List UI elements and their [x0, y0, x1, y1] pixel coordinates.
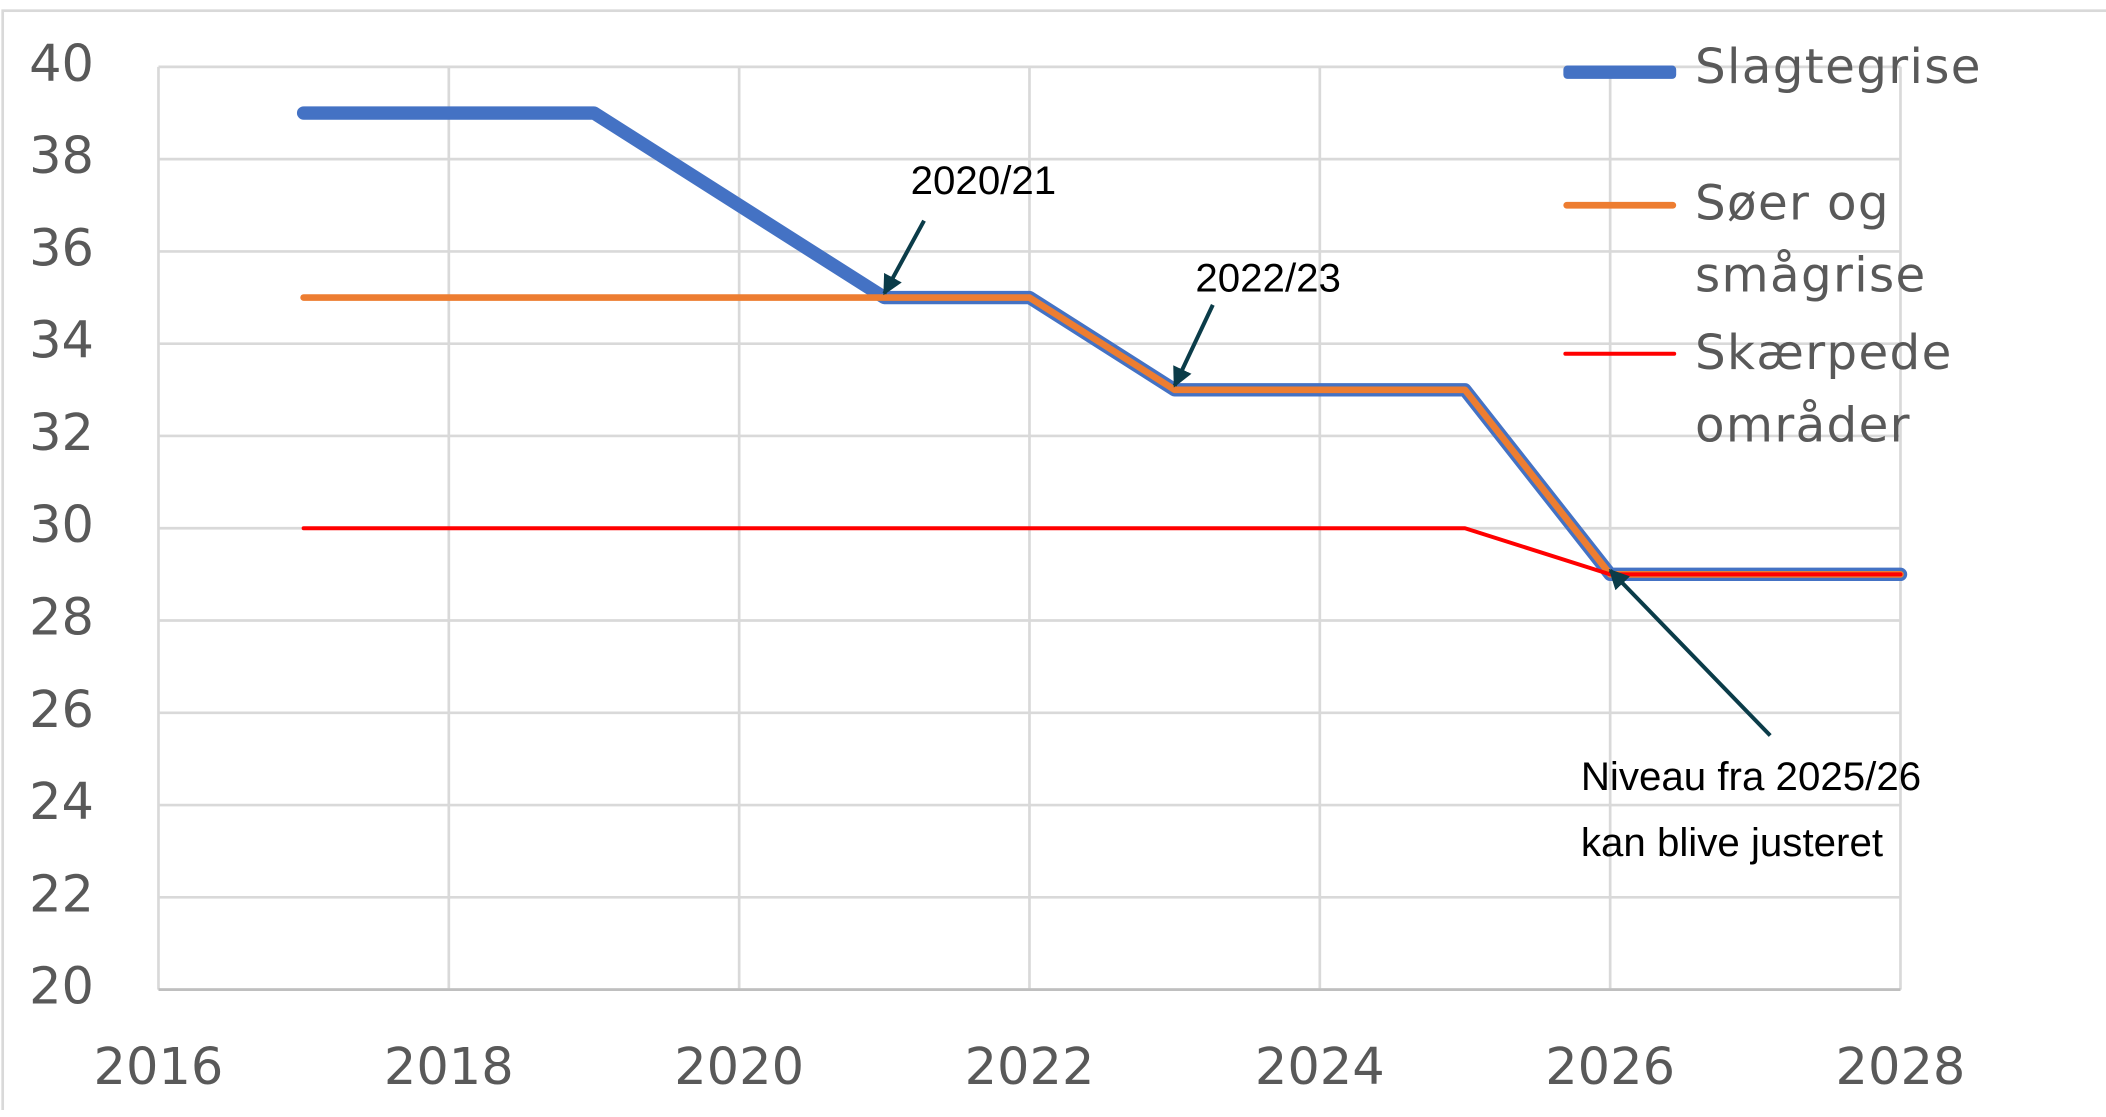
y-tick-label: 38 — [29, 127, 94, 186]
y-tick-label: 20 — [29, 958, 94, 1017]
y-tick-label: 34 — [29, 312, 94, 371]
y-tick-label: 40 — [29, 35, 94, 94]
legend-label: Skærpede områder — [1694, 326, 1953, 454]
annotation-arrow — [1172, 304, 1215, 388]
y-tick-label: 26 — [29, 681, 94, 740]
annotation-text: kan blive justeret — [1581, 820, 1883, 865]
annotation-text: Niveau fra 2025/26 — [1581, 754, 1921, 799]
annotation-text: 2020/21 — [911, 158, 1057, 203]
chart-border — [1, 9, 2106, 1117]
legend-entry: Slagtegrise — [1558, 32, 1981, 104]
y-tick-label: 22 — [29, 865, 94, 924]
y-tick-label: 24 — [29, 773, 94, 832]
y-tick-label: 28 — [29, 589, 94, 648]
x-tick-label: 2018 — [384, 1038, 514, 1097]
annotation-arrow — [1608, 568, 1772, 737]
x-tick-label: 2024 — [1255, 1038, 1385, 1097]
legend-label: Slagtegrise — [1694, 40, 1982, 95]
x-tick-label: 2020 — [674, 1038, 804, 1097]
legend-entry: Skærpede områder — [1558, 318, 1961, 462]
legend-swatch — [1563, 65, 1677, 79]
legend-entry: Søer og smågrise — [1558, 168, 1961, 312]
data-line — [300, 294, 1904, 578]
x-tick-label: 2022 — [965, 1038, 1095, 1097]
legend-swatch — [1563, 351, 1677, 356]
legend: Slagtegrise Søer og smågrise Skærpede områ… — [1558, 32, 1981, 468]
x-tick-label: 2026 — [1545, 1038, 1675, 1097]
x-tick-label: 2028 — [1836, 1038, 1966, 1097]
y-tick-label: 36 — [29, 219, 94, 278]
annotation-text: 2022/23 — [1195, 256, 1341, 301]
legend-label: Søer og smågrise — [1694, 176, 1927, 304]
y-tick-label: 32 — [29, 404, 94, 463]
legend-swatch — [1563, 201, 1677, 209]
annotation-arrow — [882, 219, 926, 296]
x-tick-label: 2016 — [94, 1038, 224, 1097]
y-tick-label: 30 — [29, 496, 94, 555]
data-line — [301, 526, 1903, 577]
